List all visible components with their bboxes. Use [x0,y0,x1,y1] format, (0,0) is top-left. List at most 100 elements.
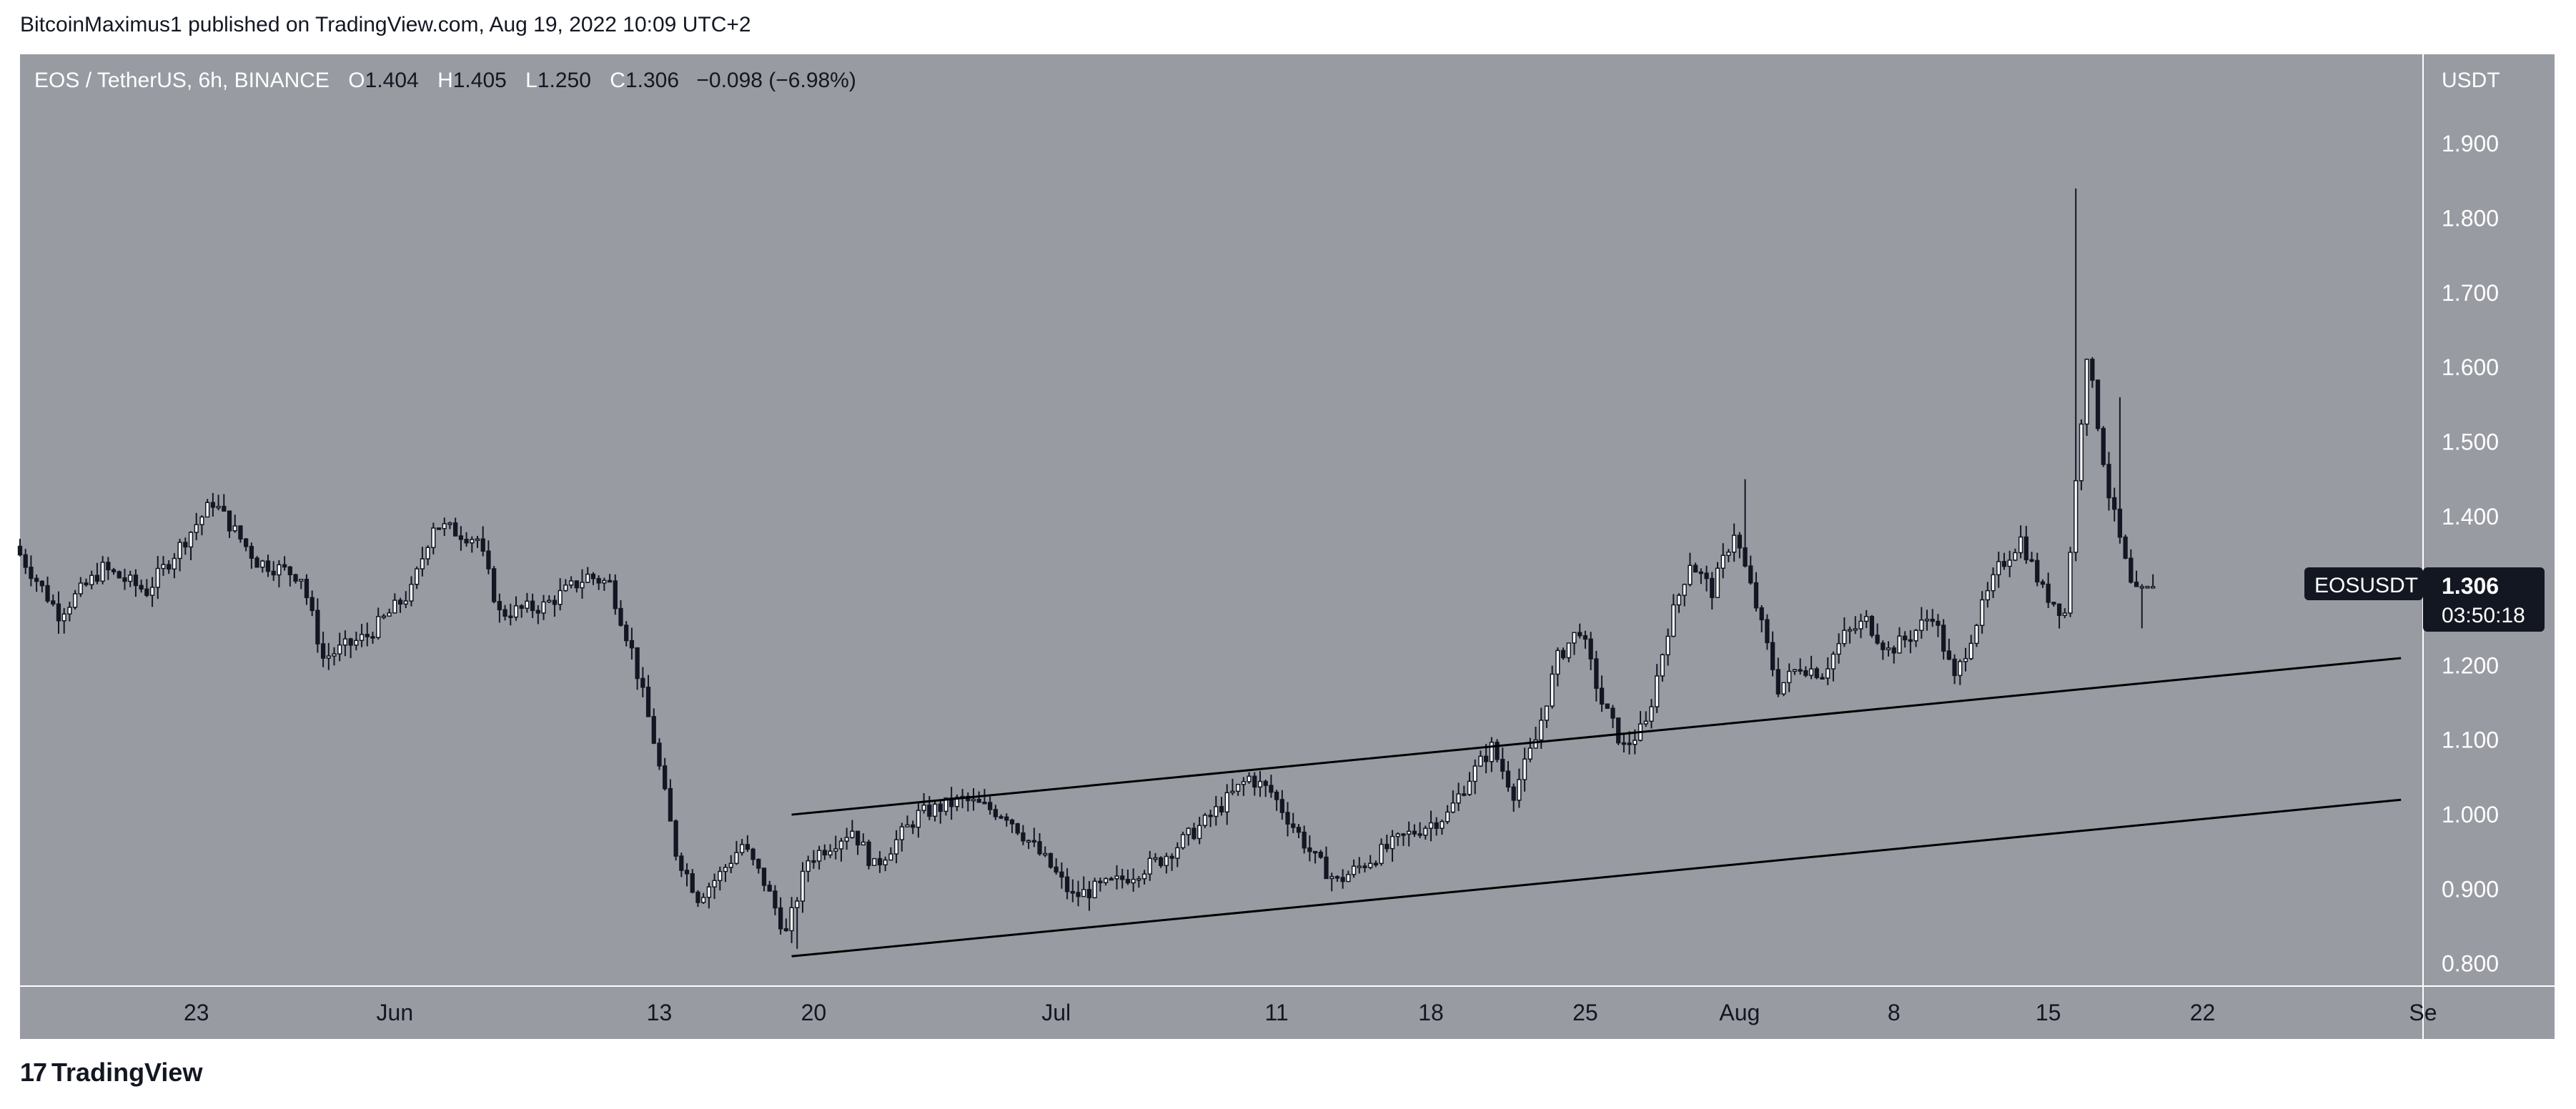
candle-down [1098,880,1103,884]
legend-close-value: 1.306 [625,69,680,92]
candle-down [167,564,172,570]
candle-up [1572,632,1577,644]
candle-up [712,880,717,887]
candle-down [117,571,122,579]
candle-down [183,542,188,548]
candle-down [1693,565,1698,573]
candle-up [337,644,342,655]
candle-up [1230,790,1235,794]
legend-close-key: C [610,69,625,92]
candle-up [194,524,199,533]
candle-down [1086,889,1092,899]
candle-up [1539,720,1544,741]
time-tick-label: 11 [1265,1000,1289,1025]
candle-down [673,820,678,857]
candle-down [254,557,259,568]
candle-up [442,523,447,529]
candle-up [216,505,221,509]
candle-up [1996,561,2001,576]
time-tick-label: Jul [1041,1000,1071,1025]
time-tick-label: Jun [377,1000,414,1025]
candle-down [2040,581,2046,585]
candle-down [453,522,458,537]
candle-up [932,803,938,817]
candle-up [78,582,83,595]
candle-down [1384,843,1389,850]
candle-up [381,615,387,618]
candle-down [1803,670,1808,676]
candle-down [2051,602,2056,605]
candle-up [1445,811,1450,822]
trend-lines[interactable] [791,657,2402,958]
ticker-tag-bg [2304,567,2423,600]
candle-up [128,575,133,582]
candle-up [1527,747,1532,760]
candle-down [1070,890,1075,894]
candle-up [232,525,237,532]
candle-down [2117,508,2123,538]
candle-up [1164,855,1169,867]
candle-up [1913,630,1918,642]
candle-down [1483,755,1489,762]
candle-up [1440,820,1445,829]
price-tick-label: 0.800 [2442,951,2499,977]
candle-up [916,810,921,828]
candle-up [563,585,568,592]
candle-down [590,573,596,580]
candle-up [67,607,72,615]
candle-up [1555,650,1560,675]
candle-up [1136,877,1141,881]
candle-up [558,590,563,605]
candle-up [1726,551,1731,556]
candle-up [1991,574,1996,592]
tradingview-logo[interactable]: 17 TradingView [20,1058,202,1088]
candle-up [1958,661,1963,677]
price-scale[interactable] [2423,54,2555,986]
candle-up [260,560,265,568]
candle-down [1054,866,1059,873]
candle-down [508,615,513,618]
candle-up [415,568,420,585]
candle-down [767,885,772,892]
candle-down [1031,840,1036,843]
candle-down [2056,603,2062,616]
candle-down [1274,791,1279,800]
candle-down [596,577,601,584]
candle-down [397,600,403,605]
candle-down [1891,647,1896,654]
candle-up [155,567,160,588]
legend-low-key: L [525,69,538,92]
chart-pane[interactable] [20,54,2423,986]
candle-up [2151,586,2156,589]
candle-up [1247,775,1252,782]
candle-up [1257,780,1263,788]
candle-up [2068,552,2073,614]
candle-up [1153,857,1158,860]
candle-down [1285,812,1290,825]
candle-up [806,860,811,872]
candle-down [1462,793,1467,796]
price-tag-value: 1.306 [2442,573,2499,599]
candle-up [740,844,745,853]
candle-up [1864,616,1869,622]
channel-lower-1[interactable] [791,798,2402,958]
candle-up [161,564,166,570]
time-tick-label: 15 [2036,1000,2061,1025]
candlestick-series [17,188,2156,949]
channel-upper-1[interactable] [791,657,2402,816]
candle-up [277,564,282,576]
candle-down [502,609,507,617]
time-scale[interactable] [20,986,2555,1039]
candle-down [1037,841,1042,855]
legend-low-value: 1.250 [537,69,591,92]
candle-up [100,562,105,582]
candle-up [850,830,855,838]
candle-down [866,841,871,866]
candle-up [1180,834,1186,849]
candle-down [1627,742,1632,745]
time-tick-label: 8 [1888,1000,1901,1025]
candle-up [844,837,849,842]
candle-up [1826,668,1831,679]
candle-up [1478,755,1483,767]
